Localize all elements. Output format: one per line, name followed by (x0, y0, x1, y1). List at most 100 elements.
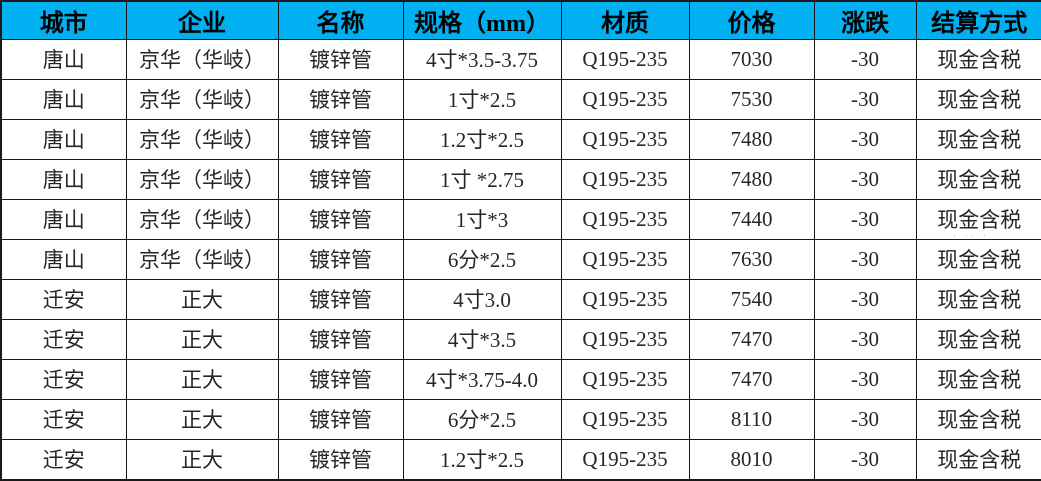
cell-material: Q195-235 (560, 158, 690, 200)
cell-change: -30 (813, 158, 917, 200)
cell-name: 镀锌管 (277, 198, 404, 240)
cell-change: -30 (813, 318, 917, 360)
cell-name: 镀锌管 (277, 38, 404, 80)
cell-price: 7470 (688, 358, 815, 400)
cell-city: 迁安 (0, 398, 127, 440)
cell-price: 8010 (688, 438, 815, 481)
cell-material: Q195-235 (560, 278, 690, 320)
cell-company: 京华（华岐） (125, 198, 279, 240)
table-row: 唐山 京华（华岐） 镀锌管 1寸 *2.75 Q195-235 7480 -30 现金含税 (0, 158, 1041, 200)
cell-spec: 1寸 *2.75 (402, 158, 562, 200)
cell-name: 镀锌管 (277, 78, 404, 120)
cell-price: 7440 (688, 198, 815, 240)
cell-city: 迁安 (0, 318, 127, 360)
cell-settlement: 现金含税 (915, 118, 1041, 160)
cell-city: 唐山 (0, 158, 127, 200)
cell-name: 镀锌管 (277, 358, 404, 400)
table-row: 迁安 正大 镀锌管 1.2寸*2.5 Q195-235 8010 -30 现金含税 (0, 438, 1041, 481)
cell-settlement: 现金含税 (915, 238, 1041, 280)
cell-price: 7470 (688, 318, 815, 360)
column-header-settlement: 结算方式 (915, 0, 1041, 40)
cell-name: 镀锌管 (277, 438, 404, 481)
column-header-spec: 规格（mm） (402, 0, 562, 40)
cell-company: 京华（华岐） (125, 238, 279, 280)
cell-company: 京华（华岐） (125, 38, 279, 80)
cell-spec: 1.2寸*2.5 (402, 438, 562, 481)
column-header-material: 材质 (560, 0, 690, 40)
cell-settlement: 现金含税 (915, 398, 1041, 440)
cell-company: 正大 (125, 358, 279, 400)
table-body: 唐山 京华（华岐） 镀锌管 4寸*3.5-3.75 Q195-235 7030 -30 现金含… (0, 38, 1041, 481)
cell-spec: 1寸*2.5 (402, 78, 562, 120)
cell-company: 正大 (125, 438, 279, 481)
cell-material: Q195-235 (560, 118, 690, 160)
cell-change: -30 (813, 78, 917, 120)
table-row: 唐山 京华（华岐） 镀锌管 6分*2.5 Q195-235 7630 -30 现金含税 (0, 238, 1041, 280)
cell-city: 唐山 (0, 78, 127, 120)
cell-settlement: 现金含税 (915, 438, 1041, 481)
cell-company: 京华（华岐） (125, 78, 279, 120)
cell-material: Q195-235 (560, 78, 690, 120)
cell-change: -30 (813, 278, 917, 320)
cell-material: Q195-235 (560, 318, 690, 360)
table-row: 迁安 正大 镀锌管 4寸*3.5 Q195-235 7470 -30 现金含税 (0, 318, 1041, 360)
cell-city: 唐山 (0, 198, 127, 240)
cell-settlement: 现金含税 (915, 278, 1041, 320)
table-row: 唐山 京华（华岐） 镀锌管 4寸*3.5-3.75 Q195-235 7030 -30 现金含… (0, 38, 1041, 80)
cell-price: 7030 (688, 38, 815, 80)
cell-spec: 6分*2.5 (402, 238, 562, 280)
cell-spec: 4寸*3.5-3.75 (402, 38, 562, 80)
table-row: 唐山 京华（华岐） 镀锌管 1寸*2.5 Q195-235 7530 -30 现金含税 (0, 78, 1041, 120)
table-header: 城市 企业 名称 规格（mm） 材质 价格 涨跌 结算方式 (0, 0, 1041, 40)
cell-price: 7530 (688, 78, 815, 120)
cell-price: 7480 (688, 118, 815, 160)
cell-settlement: 现金含税 (915, 318, 1041, 360)
column-header-name: 名称 (277, 0, 404, 40)
table-row: 唐山 京华（华岐） 镀锌管 1.2寸*2.5 Q195-235 7480 -30 现金含税 (0, 118, 1041, 160)
column-header-city: 城市 (0, 0, 127, 40)
cell-company: 京华（华岐） (125, 118, 279, 160)
column-header-price: 价格 (688, 0, 815, 40)
cell-material: Q195-235 (560, 238, 690, 280)
cell-settlement: 现金含税 (915, 158, 1041, 200)
cell-change: -30 (813, 438, 917, 481)
cell-company: 正大 (125, 318, 279, 360)
cell-city: 唐山 (0, 238, 127, 280)
cell-settlement: 现金含税 (915, 358, 1041, 400)
cell-material: Q195-235 (560, 358, 690, 400)
cell-settlement: 现金含税 (915, 78, 1041, 120)
cell-company: 正大 (125, 398, 279, 440)
cell-settlement: 现金含税 (915, 198, 1041, 240)
cell-price: 7480 (688, 158, 815, 200)
cell-spec: 6分*2.5 (402, 398, 562, 440)
cell-name: 镀锌管 (277, 158, 404, 200)
cell-spec: 1.2寸*2.5 (402, 118, 562, 160)
cell-material: Q195-235 (560, 438, 690, 481)
cell-name: 镀锌管 (277, 118, 404, 160)
table-row: 唐山 京华（华岐） 镀锌管 1寸*3 Q195-235 7440 -30 现金含税 (0, 198, 1041, 240)
cell-city: 迁安 (0, 438, 127, 481)
cell-name: 镀锌管 (277, 278, 404, 320)
cell-price: 7540 (688, 278, 815, 320)
cell-change: -30 (813, 358, 917, 400)
table-row: 迁安 正大 镀锌管 6分*2.5 Q195-235 8110 -30 现金含税 (0, 398, 1041, 440)
cell-price: 7630 (688, 238, 815, 280)
cell-name: 镀锌管 (277, 398, 404, 440)
cell-material: Q195-235 (560, 38, 690, 80)
cell-company: 正大 (125, 278, 279, 320)
cell-city: 迁安 (0, 278, 127, 320)
cell-change: -30 (813, 238, 917, 280)
table-row: 迁安 正大 镀锌管 4寸*3.75-4.0 Q195-235 7470 -30 现金含税 (0, 358, 1041, 400)
column-header-company: 企业 (125, 0, 279, 40)
cell-spec: 4寸*3.75-4.0 (402, 358, 562, 400)
cell-change: -30 (813, 118, 917, 160)
cell-name: 镀锌管 (277, 318, 404, 360)
cell-material: Q195-235 (560, 198, 690, 240)
cell-company: 京华（华岐） (125, 158, 279, 200)
column-header-change: 涨跌 (813, 0, 917, 40)
cell-city: 唐山 (0, 38, 127, 80)
cell-material: Q195-235 (560, 398, 690, 440)
cell-spec: 4寸*3.5 (402, 318, 562, 360)
